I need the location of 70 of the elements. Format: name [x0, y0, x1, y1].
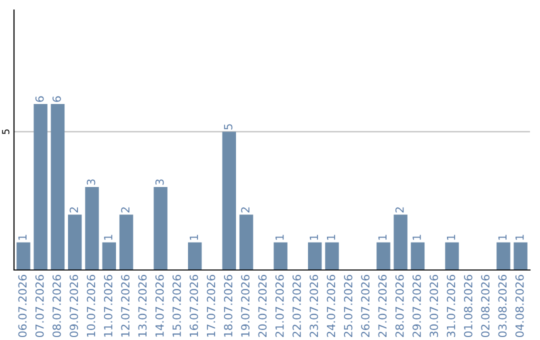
bar [85, 187, 99, 270]
x-tick-label: 13.07.2026 [138, 274, 147, 337]
bar [410, 242, 425, 270]
bar [34, 104, 48, 270]
bar [394, 214, 408, 270]
x-tick-label: 07.07.2026 [35, 274, 44, 338]
x-tick-label: 19.07.2026 [241, 274, 250, 337]
x-tick-label: 22.07.2026 [292, 274, 301, 337]
data-label: 1 [190, 234, 198, 240]
data-label: 3 [155, 179, 164, 185]
x-tick-label: 23.07.2026 [310, 274, 318, 337]
data-label: 2 [70, 207, 78, 212]
bar [274, 242, 288, 270]
bar [514, 242, 528, 270]
x-tick-label: 17.07.2026 [206, 274, 216, 337]
x-tick-label: 12.07.2026 [121, 274, 130, 337]
data-label: 5 [224, 124, 232, 130]
bar [50, 104, 65, 270]
bar [222, 132, 236, 270]
data-label: 1 [412, 234, 421, 240]
bar [188, 242, 202, 270]
bar [325, 242, 339, 270]
bar [68, 214, 82, 270]
x-tick-label: 21.07.2026 [275, 274, 284, 337]
x-tick-label: 27.07.2026 [378, 274, 387, 337]
data-label: 6 [35, 96, 44, 102]
x-tick-label: 29.07.2026 [412, 274, 421, 337]
x-tick-label: 20.07.2026 [258, 274, 267, 337]
data-label: 1 [276, 234, 284, 240]
data-label: 1 [18, 234, 26, 240]
x-tick-label: 10.07.2026 [86, 274, 96, 337]
data-label: 1 [516, 234, 524, 240]
x-tick-label: 16.07.2026 [190, 274, 198, 337]
bar [445, 242, 459, 270]
bar [496, 242, 510, 270]
x-tick-label: 28.07.2026 [395, 274, 404, 337]
bar [154, 187, 168, 270]
data-label: 1 [378, 234, 386, 240]
data-label: 1 [498, 234, 506, 240]
x-tick-label: 06.07.2026 [18, 274, 27, 338]
x-tick-label: 01.08.2026 [464, 274, 472, 338]
data-label: 1 [446, 234, 456, 240]
x-tick-label: 03.08.2026 [498, 274, 507, 338]
x-tick-label: 25.07.2026 [344, 274, 352, 337]
data-label: 6 [52, 96, 61, 102]
x-tick-label: 26.07.2026 [361, 274, 370, 337]
x-tick-label: 18.07.2026 [224, 274, 232, 337]
bar [239, 214, 254, 270]
data-label: 1 [104, 234, 112, 240]
x-tick-label: 31.07.2026 [446, 274, 456, 337]
x-tick-label: 24.07.2026 [326, 274, 336, 337]
bar [119, 214, 134, 270]
bar [308, 242, 322, 270]
data-label: 3 [86, 179, 96, 185]
x-tick-label: 30.07.2026 [430, 274, 438, 337]
data-label: 2 [121, 207, 130, 212]
x-tick-label: 08.07.2026 [52, 274, 61, 338]
data-label: 2 [241, 207, 250, 212]
x-tick-label: 04.08.2026 [515, 274, 524, 338]
x-tick-label: 14.07.2026 [155, 274, 164, 337]
x-tick-label: 09.07.2026 [70, 274, 78, 338]
data-label: 1 [326, 234, 336, 240]
x-tick-label: 11.07.2026 [104, 274, 112, 337]
bar [102, 242, 116, 270]
bar [376, 242, 390, 270]
x-tick-label: 02.08.2026 [481, 274, 490, 338]
bar [16, 242, 30, 270]
data-label: 2 [395, 207, 404, 212]
x-tick-label: 15.07.2026 [172, 274, 181, 337]
data-label: 1 [310, 234, 318, 240]
